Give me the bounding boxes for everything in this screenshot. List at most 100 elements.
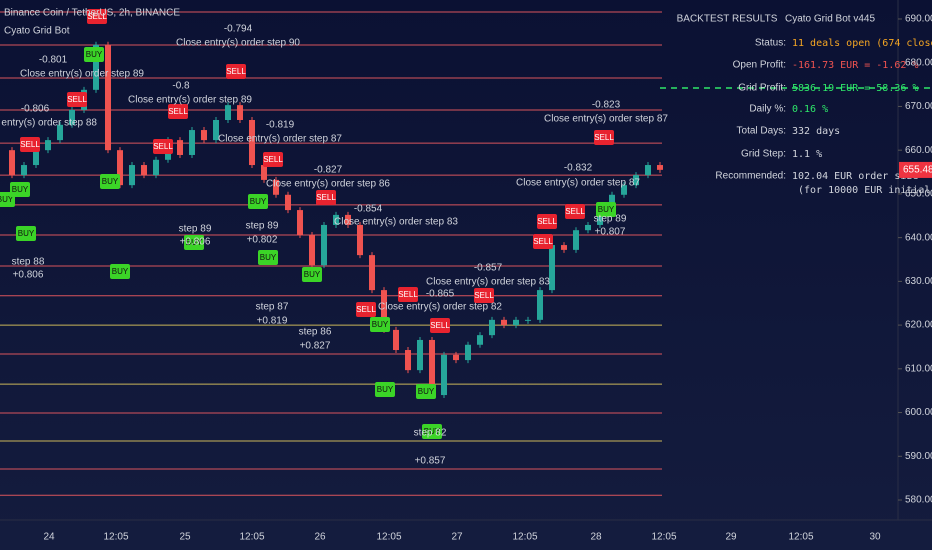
signal-box: [100, 174, 120, 189]
annotation: Close entry(s) order step 86: [266, 179, 390, 190]
signal-label: BUY: [102, 177, 119, 186]
annotation: step 88: [12, 257, 45, 268]
signal-box: [533, 234, 553, 249]
signal-label: BUY: [377, 385, 394, 394]
candle: [9, 150, 15, 176]
annotation: Close entry(s) order step 83: [334, 217, 458, 228]
signal-label: SELL: [533, 237, 553, 246]
signal-box: [16, 226, 36, 241]
signal-box: [168, 104, 188, 119]
annotation: Close entry(s) order step 90: [176, 38, 300, 49]
candle: [453, 354, 459, 361]
result-label: Grid Step:: [741, 149, 786, 160]
signal-label: BUY: [12, 185, 29, 194]
signal-label: SELL: [398, 290, 418, 299]
signal-label: SELL: [87, 12, 107, 21]
signal-box: [594, 130, 614, 145]
candle: [597, 210, 603, 225]
annotation: Close entry(s) order step 87: [544, 114, 668, 125]
time-label: 12:05: [376, 532, 401, 543]
signal-box: [316, 190, 336, 205]
result-label: Daily %:: [749, 104, 786, 115]
annotation: -0.806: [21, 104, 50, 115]
price-tick-label: 640.00: [905, 232, 932, 243]
signal-label: BUY: [418, 387, 435, 396]
signal-box: [370, 317, 390, 332]
signal-box: [184, 235, 204, 250]
signal-box: [302, 267, 322, 282]
annotation: -0.8: [172, 81, 190, 92]
signal-box: [10, 182, 30, 197]
result-value: 332 days: [792, 126, 840, 137]
annotation: Close entry(s) order step 82: [378, 302, 502, 313]
signal-box: [565, 204, 585, 219]
result-value: 1.1 %: [792, 149, 822, 160]
signal-box: [87, 9, 107, 24]
annotation: -0.794: [224, 24, 253, 35]
candle: [429, 339, 435, 396]
candle: [357, 224, 363, 256]
signal-box: [20, 137, 40, 152]
signal-label: BUY: [186, 238, 203, 247]
result-label: Total Days:: [737, 126, 786, 137]
signal-label: BUY: [18, 229, 35, 238]
time-label: 25: [179, 532, 191, 543]
signal-box: [110, 264, 130, 279]
signal-label: SELL: [565, 207, 585, 216]
signal-box: [226, 64, 246, 79]
candle: [45, 140, 51, 151]
candle: [345, 214, 351, 225]
candle: [501, 319, 507, 326]
candle: [621, 185, 627, 195]
annotation: step 89: [594, 214, 627, 225]
price-tick-label: 580.00: [905, 495, 932, 506]
price-tick-label: 680.00: [905, 57, 932, 68]
signal-box: [422, 424, 442, 439]
candle: [213, 119, 219, 141]
candle: [393, 329, 399, 351]
annotation: -0.857: [474, 263, 503, 274]
signal-label: BUY: [112, 267, 129, 276]
annotation: -0.865: [426, 289, 455, 300]
price-tick-label: 590.00: [905, 451, 932, 462]
signal-label: BUY: [0, 195, 14, 204]
candle: [117, 150, 123, 186]
annotation: Close entry(s) order step 87: [218, 134, 342, 145]
annotation: Close entry(s) order step 87: [516, 178, 640, 189]
signal-label: SELL: [537, 217, 557, 226]
candle: [585, 224, 591, 231]
annotation: step 82: [414, 428, 447, 439]
time-label: 12:05: [239, 532, 264, 543]
candle: [513, 319, 519, 326]
signal-box: [474, 288, 494, 303]
time-label: 27: [451, 532, 463, 543]
annotation: -0.823: [592, 100, 621, 111]
price-tick-label: 630.00: [905, 276, 932, 287]
price-tick-label: 600.00: [905, 407, 932, 418]
signal-box: [398, 287, 418, 302]
candle: [261, 165, 267, 180]
signal-box: [537, 214, 557, 229]
result-value: 0.16 %: [792, 104, 828, 115]
results-title: BACKTEST RESULTS: [677, 14, 778, 25]
annotation: step 89: [179, 224, 212, 235]
signal-label: BUY: [598, 205, 615, 214]
time-label: 12:05: [512, 532, 537, 543]
annotation: +0.819: [257, 316, 288, 327]
candle: [177, 140, 183, 155]
candle: [489, 319, 495, 336]
signal-label: BUY: [86, 50, 103, 59]
time-label: 12:05: [788, 532, 813, 543]
signal-label: BUY: [304, 270, 321, 279]
candle: [273, 179, 279, 195]
last-price-box: [899, 161, 932, 178]
signal-label: BUY: [260, 253, 277, 262]
last-price-label: 655.48: [903, 165, 932, 176]
price-tick-label: 670.00: [905, 101, 932, 112]
candle: [129, 165, 135, 186]
signal-label: SELL: [594, 133, 614, 142]
candle: [285, 194, 291, 211]
annotation: -0.854: [354, 204, 383, 215]
bot-name: Cyato Grid Bot v445: [785, 14, 875, 25]
